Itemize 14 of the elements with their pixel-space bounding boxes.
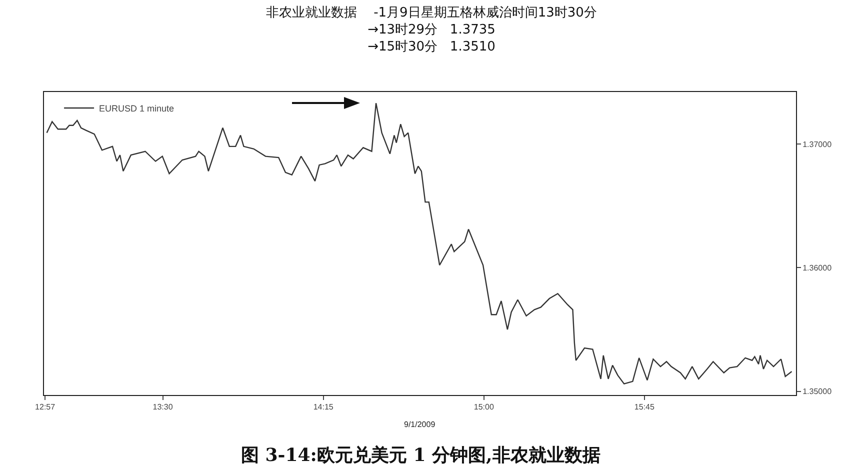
chart-subtitle: →13时29分 1.3735 →15时30分 1.3510 [368,22,496,54]
caption: 图 3-14:欧元兑美元 1 分钟图,非农就业数据 [241,445,600,466]
x-tick-label: 15:45 [634,402,655,412]
x-tick-label: 12:57 [35,402,56,412]
text: 9/1/2009 [404,420,436,429]
y-tick-label: 1.37000 [802,140,832,149]
y-tick-label: 1.35000 [802,387,832,396]
y-tick-label: 1.36000 [802,263,832,272]
chart-title: 非农业就业数据 -1月9日星期五格林威治时间13时30分 [266,5,597,20]
line-series [46,102,792,384]
x-tick-label: 14:15 [313,402,334,412]
legend-label: EURUSD 1 minute [99,104,174,114]
x-tick-label: 13:30 [152,402,174,412]
x-tick-label: 15:00 [474,402,494,412]
